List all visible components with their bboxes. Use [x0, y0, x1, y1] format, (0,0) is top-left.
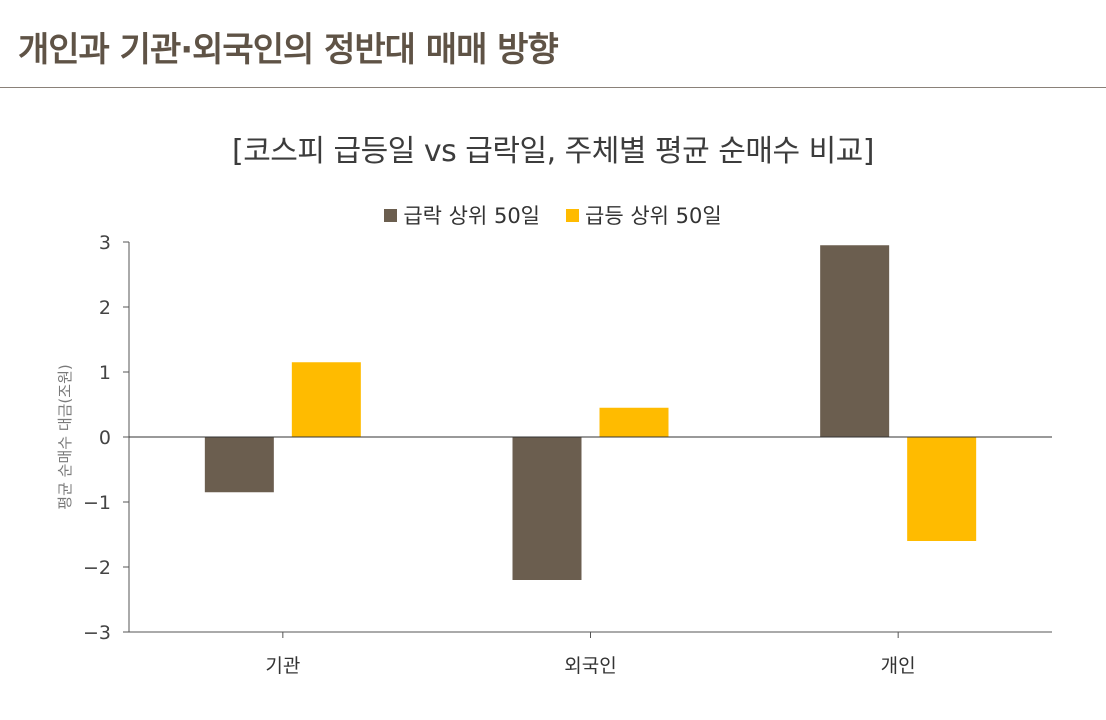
bar-rise: [599, 407, 669, 437]
bar-rise: [291, 362, 361, 437]
legend-swatch-rise: [566, 208, 579, 222]
y-axis-title: 평균 순매수 대금(조원): [56, 364, 74, 509]
legend-item-rise: 급등 상위 50일: [566, 200, 722, 230]
x-category-label: 개인: [881, 655, 916, 677]
bar-rise: [907, 437, 977, 541]
y-tick-label: 0: [99, 427, 111, 449]
legend-swatch-fall: [384, 208, 398, 222]
bar-fall: [820, 245, 890, 437]
y-tick-label: 1: [99, 362, 111, 384]
page-header: 개인과 기관·외국인의 정반대 매매 방향: [0, 0, 1106, 88]
chart-legend: 급락 상위 50일 급등 상위 50일: [0, 200, 1106, 230]
legend-label-rise: 급등 상위 50일: [585, 204, 722, 228]
bar-fall: [512, 437, 582, 580]
x-category-label: 외국인: [564, 655, 616, 677]
x-category-label: 기관: [265, 655, 300, 677]
legend-label-fall: 급락 상위 50일: [403, 204, 540, 228]
y-tick-label: −3: [83, 622, 111, 644]
legend-item-fall: 급락 상위 50일: [384, 200, 540, 230]
page-title: 개인과 기관·외국인의 정반대 매매 방향: [18, 30, 559, 70]
bar-fall: [204, 437, 274, 493]
y-tick-label: −1: [83, 492, 111, 514]
y-tick-label: −2: [83, 557, 111, 579]
chart-title: [코스피 급등일 vs 급락일, 주체별 평균 순매수 비교]: [232, 134, 874, 169]
y-tick-label: 3: [99, 232, 111, 254]
y-tick-label: 2: [99, 297, 111, 319]
